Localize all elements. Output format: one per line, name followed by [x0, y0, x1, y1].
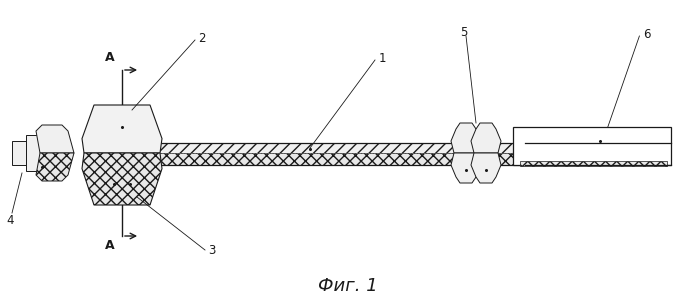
Text: A: A	[105, 239, 114, 252]
Polygon shape	[36, 125, 74, 153]
Polygon shape	[451, 123, 481, 153]
Bar	[513, 127, 671, 165]
Bar	[26, 135, 40, 171]
Polygon shape	[451, 153, 481, 183]
Text: 4: 4	[6, 214, 14, 228]
Polygon shape	[471, 123, 501, 153]
Bar	[12, 141, 26, 165]
Bar	[120, 153, 525, 165]
Text: Фиг. 1: Фиг. 1	[318, 277, 378, 295]
Text: 2: 2	[198, 31, 205, 44]
Text: 1: 1	[379, 51, 387, 64]
Text: 5: 5	[460, 26, 468, 38]
Text: 6: 6	[644, 27, 651, 40]
Polygon shape	[82, 105, 162, 153]
Bar	[120, 143, 525, 153]
Polygon shape	[471, 153, 501, 183]
Polygon shape	[36, 153, 74, 181]
Text: A: A	[105, 51, 114, 64]
Polygon shape	[82, 153, 162, 205]
Bar	[520, 161, 667, 166]
Text: 3: 3	[208, 244, 216, 257]
